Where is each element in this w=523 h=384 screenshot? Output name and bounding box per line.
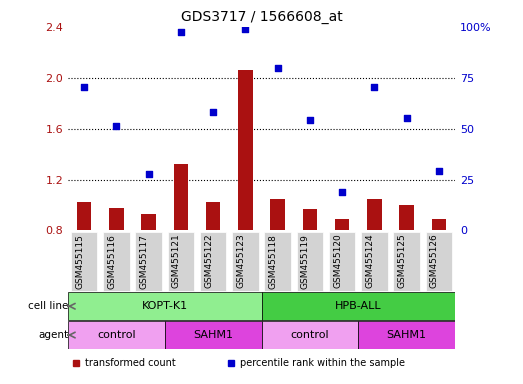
- Bar: [200, 232, 226, 291]
- Point: [305, 117, 314, 123]
- Bar: [335, 219, 349, 230]
- Text: GSM455125: GSM455125: [397, 234, 407, 288]
- Point: [403, 115, 411, 121]
- Bar: [135, 232, 162, 291]
- Bar: [297, 232, 323, 291]
- Bar: [358, 321, 455, 349]
- Text: GSM455124: GSM455124: [366, 234, 374, 288]
- Bar: [262, 293, 455, 320]
- Text: transformed count: transformed count: [85, 358, 176, 368]
- Bar: [174, 164, 188, 230]
- Bar: [68, 321, 165, 349]
- Bar: [431, 219, 446, 230]
- Text: GSM455119: GSM455119: [301, 234, 310, 288]
- Text: control: control: [291, 330, 329, 340]
- Bar: [329, 232, 355, 291]
- Bar: [400, 205, 414, 230]
- Text: percentile rank within the sample: percentile rank within the sample: [240, 358, 405, 368]
- Point: [241, 26, 249, 33]
- Text: SAHM1: SAHM1: [386, 330, 427, 340]
- Text: KOPT-K1: KOPT-K1: [142, 301, 188, 311]
- Point: [80, 84, 88, 90]
- Point: [209, 109, 218, 115]
- Bar: [206, 202, 220, 230]
- Bar: [361, 232, 388, 291]
- Title: GDS3717 / 1566608_at: GDS3717 / 1566608_at: [180, 10, 343, 25]
- Bar: [426, 232, 452, 291]
- Bar: [103, 232, 130, 291]
- Text: cell line: cell line: [28, 301, 69, 311]
- Bar: [265, 232, 291, 291]
- Point: [112, 123, 120, 129]
- Text: SAHM1: SAHM1: [193, 330, 233, 340]
- Bar: [270, 199, 285, 230]
- Bar: [168, 232, 194, 291]
- Text: GSM455121: GSM455121: [172, 234, 181, 288]
- Text: GSM455120: GSM455120: [333, 234, 342, 288]
- Bar: [232, 232, 258, 291]
- Bar: [77, 202, 92, 230]
- Text: HPB-ALL: HPB-ALL: [335, 301, 382, 311]
- Bar: [238, 70, 253, 230]
- Point: [177, 29, 185, 35]
- Point: [144, 171, 153, 177]
- Text: GSM455126: GSM455126: [430, 234, 439, 288]
- Bar: [303, 209, 317, 230]
- Point: [338, 189, 346, 195]
- Bar: [393, 232, 420, 291]
- Point: [274, 65, 282, 71]
- Text: agent: agent: [38, 330, 69, 340]
- Text: GSM455115: GSM455115: [75, 234, 84, 288]
- Bar: [68, 293, 262, 320]
- Bar: [165, 321, 262, 349]
- Point: [435, 167, 443, 174]
- Bar: [109, 207, 123, 230]
- Text: GSM455123: GSM455123: [236, 234, 245, 288]
- Bar: [141, 214, 156, 230]
- Text: GSM455122: GSM455122: [204, 234, 213, 288]
- Bar: [367, 199, 382, 230]
- Bar: [262, 321, 358, 349]
- Text: GSM455117: GSM455117: [140, 234, 149, 288]
- Text: control: control: [97, 330, 135, 340]
- Bar: [71, 232, 97, 291]
- Text: GSM455118: GSM455118: [269, 234, 278, 288]
- Text: GSM455116: GSM455116: [107, 234, 116, 288]
- Point: [370, 84, 379, 90]
